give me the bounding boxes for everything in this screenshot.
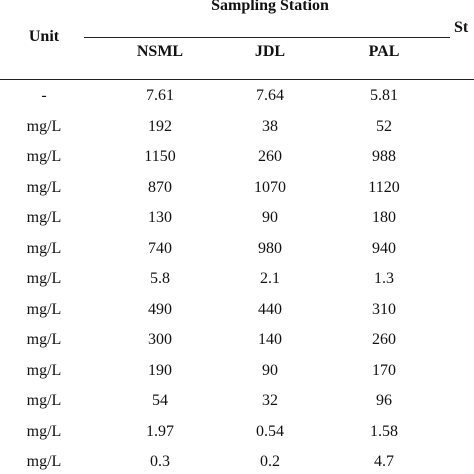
unit-cell: mg/L xyxy=(26,301,62,318)
unit-cell: mg/L xyxy=(26,270,62,287)
value-cell: 4.7 xyxy=(374,453,394,470)
value-cell: 170 xyxy=(372,362,396,379)
unit-cell: mg/L xyxy=(26,362,62,379)
value-cell: 0.2 xyxy=(260,453,280,470)
value-cell: 32 xyxy=(262,392,278,409)
value-cell: 1.58 xyxy=(370,423,398,440)
value-cell: 180 xyxy=(372,209,396,226)
value-cell: 490 xyxy=(148,301,172,318)
unit-cell: mg/L xyxy=(26,331,62,348)
unit-cell: mg/L xyxy=(26,423,62,440)
value-cell: 310 xyxy=(372,301,396,318)
value-cell: 440 xyxy=(258,301,282,318)
value-cell: 90 xyxy=(262,209,278,226)
value-cell: 1120 xyxy=(368,179,400,196)
station-header: JDL xyxy=(254,43,286,60)
unit-cell: - xyxy=(41,87,47,104)
value-cell: 2.1 xyxy=(260,270,280,287)
value-cell: 0.3 xyxy=(150,453,170,470)
value-cell: 90 xyxy=(262,362,278,379)
value-cell: 38 xyxy=(262,118,278,135)
value-cell: 870 xyxy=(148,179,172,196)
unit-cell: mg/L xyxy=(26,240,62,257)
value-cell: 54 xyxy=(152,392,168,409)
value-cell: 260 xyxy=(372,331,396,348)
value-cell: 5.8 xyxy=(150,270,170,287)
value-cell: 7.64 xyxy=(256,87,284,104)
value-cell: 1.97 xyxy=(146,423,174,440)
sampling-station-header: Sampling Station xyxy=(211,0,329,14)
value-cell: 988 xyxy=(372,148,396,165)
value-cell: 940 xyxy=(372,240,396,257)
unit-cell: mg/L xyxy=(26,453,62,470)
value-cell: 300 xyxy=(148,331,172,348)
value-cell: 130 xyxy=(148,209,172,226)
value-cell: 5.81 xyxy=(370,87,398,104)
value-cell: 52 xyxy=(376,118,392,135)
station-header: PAL xyxy=(368,43,400,60)
value-cell: 140 xyxy=(258,331,282,348)
value-cell: 190 xyxy=(148,362,172,379)
value-cell: 1.3 xyxy=(374,270,394,287)
station-header: NSML xyxy=(136,43,184,60)
cut-header: St xyxy=(454,19,469,36)
value-cell: 192 xyxy=(148,118,172,135)
value-cell: 980 xyxy=(258,240,282,257)
value-cell: 260 xyxy=(258,148,282,165)
unit-cell: mg/L xyxy=(26,179,62,196)
value-cell: 740 xyxy=(148,240,172,257)
value-cell: 7.61 xyxy=(146,87,174,104)
value-cell: 1150 xyxy=(144,148,176,165)
value-cell: 96 xyxy=(376,392,392,409)
unit-cell: mg/L xyxy=(26,118,62,135)
unit-cell: mg/L xyxy=(26,392,62,409)
unit-cell: mg/L xyxy=(26,209,62,226)
unit-cell: mg/L xyxy=(26,148,62,165)
header-bottom-rule xyxy=(0,79,474,80)
group-rule xyxy=(84,37,450,38)
value-cell: 0.54 xyxy=(256,423,284,440)
unit-header: Unit xyxy=(28,28,60,45)
value-cell: 1070 xyxy=(254,179,286,196)
